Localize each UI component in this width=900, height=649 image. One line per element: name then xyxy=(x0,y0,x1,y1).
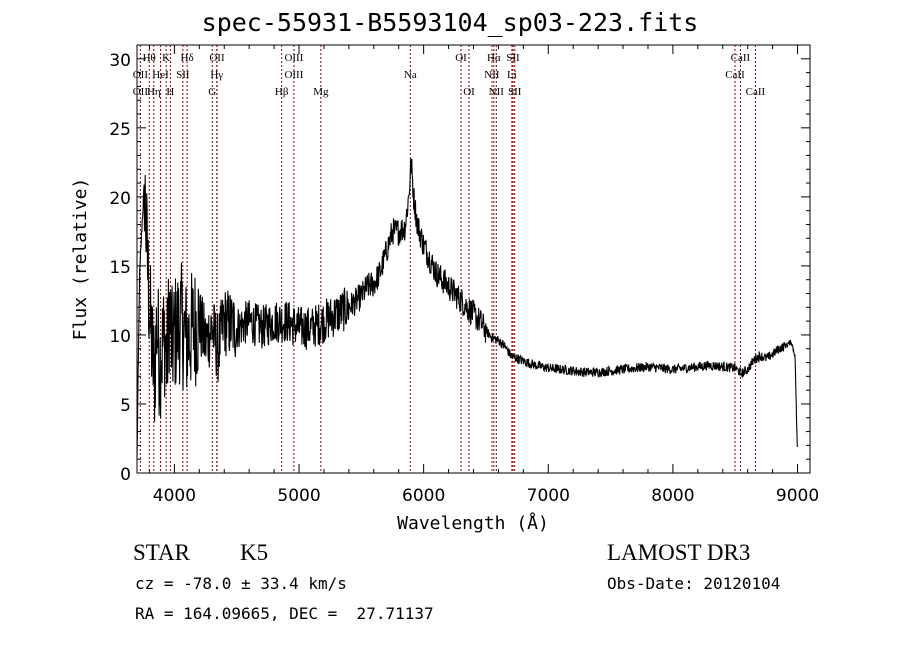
spectral-line-label: H xyxy=(166,86,174,98)
y-tick-label: 10 xyxy=(109,327,131,347)
spectral-line-label: Na xyxy=(404,69,417,81)
observation-date: Obs-Date: 20120104 xyxy=(607,574,781,593)
spectral-line-label: CaII xyxy=(746,86,766,98)
spectral-line-label: OI xyxy=(455,52,467,64)
axis-ticks: 4000 5000 6000 7000 8000 9000 0 5 10 15 20 25 30 xyxy=(109,45,819,506)
spectrum-series-line xyxy=(136,158,798,458)
spectral-line-label: OII xyxy=(209,52,225,64)
y-axis-label: Flux (relative) xyxy=(70,178,91,341)
object-subclass: K5 xyxy=(240,540,269,565)
spectral-line-label: Hδ xyxy=(181,52,194,64)
coordinates: RA = 164.09665, DEC = 27.71137 xyxy=(135,604,434,623)
spectral-line-label: OI xyxy=(463,86,475,98)
chart-title: spec-55931-B5593104_sp03-223.fits xyxy=(201,8,699,37)
y-tick-label: 20 xyxy=(109,189,131,209)
plot-frame xyxy=(136,44,811,474)
redshift-cz: cz = -78.0 ± 33.4 km/s xyxy=(135,574,347,593)
x-tick-label: 5000 xyxy=(277,486,320,506)
x-tick-label: 9000 xyxy=(776,486,819,506)
x-tick-label: 6000 xyxy=(402,486,445,506)
survey-name: LAMOST DR3 xyxy=(607,540,751,565)
spectral-line-label: CaII xyxy=(731,52,751,64)
spectral-line-label: Li xyxy=(507,69,517,81)
spectral-line-label: G xyxy=(208,86,216,98)
spectral-line-label: Mg xyxy=(313,86,329,98)
spectral-line-label: Hα xyxy=(487,52,501,64)
y-tick-label: 0 xyxy=(120,465,131,485)
spectral-line-label: NII xyxy=(489,86,505,98)
spectral-line-label: NII xyxy=(484,69,500,81)
spectral-line-markers xyxy=(139,45,756,473)
object-class: STAR xyxy=(133,540,190,565)
spectral-line-label: SII xyxy=(506,52,520,64)
spectral-line-label: SII xyxy=(508,86,522,98)
y-tick-label: 15 xyxy=(109,258,131,278)
spectral-line-label: Hθ xyxy=(143,52,156,64)
y-tick-label: 25 xyxy=(109,120,131,140)
y-tick-label: 30 xyxy=(109,51,131,71)
spectral-line-label: OII xyxy=(133,69,149,81)
spectral-line-label: OII xyxy=(133,86,149,98)
spectral-line-label: Hη xyxy=(147,86,161,98)
x-tick-label: 4000 xyxy=(153,486,196,506)
x-tick-label: 7000 xyxy=(527,486,570,506)
spectral-line-label: K xyxy=(162,52,170,64)
spectral-line-label: SII xyxy=(176,69,190,81)
x-tick-label: 8000 xyxy=(651,486,694,506)
x-axis-label: Wavelength (Å) xyxy=(397,512,549,534)
spectral-line-label: HeI xyxy=(152,69,169,81)
spectral-line-label: OIII xyxy=(284,69,303,81)
spectral-line-label: CaII xyxy=(725,69,745,81)
spectral-line-label: Hβ xyxy=(275,86,289,98)
spectral-line-label: Hγ xyxy=(210,69,223,81)
spectral-line-label: OIII xyxy=(284,52,303,64)
y-tick-label: 5 xyxy=(120,396,131,416)
